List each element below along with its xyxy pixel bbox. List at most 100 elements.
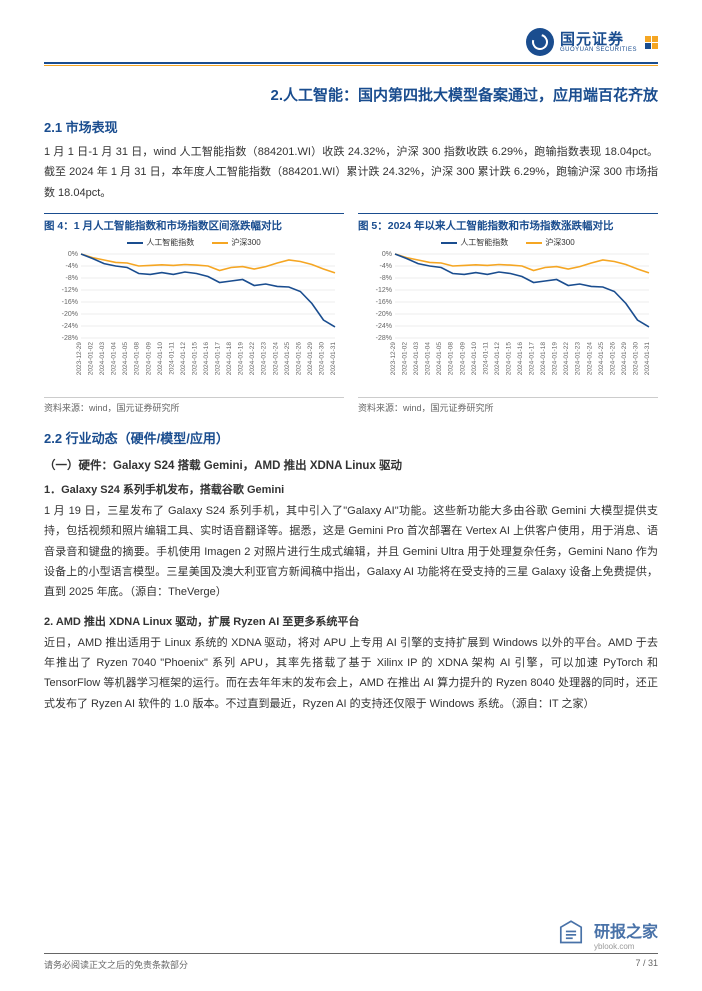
company-logo: 国元证券 GUOYUAN SECURITIES (526, 28, 658, 56)
footer-disclaimer: 请务必阅读正文之后的免责条款部分 (44, 958, 188, 971)
svg-text:2024-01-30: 2024-01-30 (632, 342, 639, 376)
logo-cn: 国元证券 (560, 32, 637, 47)
section-2-title: 2.人工智能：国内第四批大模型备案通过，应用端百花齐放 (44, 84, 658, 105)
chart-5-legend: 人工智能指数 沪深300 (358, 237, 658, 248)
svg-text:2024-01-16: 2024-01-16 (517, 342, 524, 376)
svg-text:2024-01-29: 2024-01-29 (621, 342, 628, 376)
svg-text:-20%: -20% (376, 311, 392, 318)
svg-text:2024-01-10: 2024-01-10 (157, 342, 164, 376)
svg-text:2024-01-12: 2024-01-12 (494, 342, 501, 376)
svg-text:-28%: -28% (62, 335, 78, 342)
svg-text:2024-01-09: 2024-01-09 (145, 342, 152, 376)
svg-text:2024-01-18: 2024-01-18 (226, 342, 233, 376)
svg-text:2024-01-11: 2024-01-11 (168, 342, 175, 375)
header-rule (44, 65, 658, 66)
page-header: 国元证券 GUOYUAN SECURITIES (44, 28, 658, 64)
svg-text:2024-01-19: 2024-01-19 (552, 342, 559, 376)
watermark-cn: 研报之家 (594, 918, 658, 942)
chart-4: 图 4：1 月人工智能指数和市场指数区间涨跌幅对比 人工智能指数 沪深300 0… (44, 213, 344, 414)
item-1-body: 1 月 19 日，三星发布了 Galaxy S24 系列手机，其中引入了"Gal… (44, 501, 658, 603)
section-2-1-title: 2.1 市场表现 (44, 117, 658, 136)
logo-squares-icon (645, 36, 658, 49)
legend-csi-label: 沪深300 (231, 237, 260, 248)
svg-text:-8%: -8% (380, 275, 392, 282)
svg-text:2024-01-24: 2024-01-24 (272, 342, 279, 376)
svg-text:2024-01-31: 2024-01-31 (330, 342, 337, 376)
page-footer: 请务必阅读正文之后的免责条款部分 7 / 31 (44, 953, 658, 971)
svg-text:2024-01-02: 2024-01-02 (402, 342, 409, 376)
svg-text:2024-01-12: 2024-01-12 (180, 342, 187, 376)
item-1-title: 1．Galaxy S24 系列手机发布，搭载谷歌 Gemini (44, 481, 658, 497)
svg-text:-24%: -24% (62, 323, 78, 330)
svg-text:2024-01-04: 2024-01-04 (111, 342, 118, 376)
chart-5-svg: 0% -4% -8% -12% -16% -20% -24% -28%2023-12-29 20… (358, 250, 658, 380)
svg-text:-20%: -20% (62, 311, 78, 318)
svg-text:2024-01-05: 2024-01-05 (436, 342, 443, 376)
svg-text:-28%: -28% (376, 335, 392, 342)
svg-text:2024-01-16: 2024-01-16 (203, 342, 210, 376)
svg-text:-24%: -24% (376, 323, 392, 330)
svg-text:2024-01-15: 2024-01-15 (505, 342, 512, 376)
watermark: 研报之家 yblook.com (554, 917, 658, 951)
svg-text:2024-01-29: 2024-01-29 (307, 342, 314, 376)
legend-ai-line (127, 242, 143, 244)
svg-text:2024-01-08: 2024-01-08 (134, 342, 141, 376)
legend-csi-line (526, 242, 542, 244)
svg-text:2024-01-18: 2024-01-18 (540, 342, 547, 376)
svg-text:-12%: -12% (62, 287, 78, 294)
svg-text:2024-01-10: 2024-01-10 (471, 342, 478, 376)
svg-text:2024-01-22: 2024-01-22 (249, 342, 256, 376)
svg-text:0%: 0% (68, 251, 78, 258)
chart-4-svg: 0% -4% -8% -12% -16% -20% -24% -28%2023-12-29 20… (44, 250, 344, 380)
svg-text:-8%: -8% (66, 275, 78, 282)
svg-text:2024-01-26: 2024-01-26 (609, 342, 616, 376)
svg-text:2024-01-15: 2024-01-15 (191, 342, 198, 376)
chart-4-source: 资料来源：wind，国元证券研究所 (44, 397, 344, 414)
svg-text:2024-01-22: 2024-01-22 (563, 342, 570, 376)
chart-5: 图 5：2024 年以来人工智能指数和市场指数涨跌幅对比 人工智能指数 沪深30… (358, 213, 658, 414)
svg-text:2023-12-29: 2023-12-29 (76, 342, 83, 376)
section-2-2-sub1: （一）硬件：Galaxy S24 搭载 Gemini，AMD 推出 XDNA L… (44, 457, 658, 473)
svg-text:2024-01-30: 2024-01-30 (318, 342, 325, 376)
svg-text:2024-01-23: 2024-01-23 (575, 342, 582, 376)
legend-csi-label: 沪深300 (545, 237, 574, 248)
svg-text:2024-01-23: 2024-01-23 (261, 342, 268, 376)
chart-5-title: 图 5：2024 年以来人工智能指数和市场指数涨跌幅对比 (358, 213, 658, 233)
svg-text:2024-01-04: 2024-01-04 (425, 342, 432, 376)
svg-text:2024-01-24: 2024-01-24 (586, 342, 593, 376)
svg-text:2024-01-17: 2024-01-17 (215, 342, 222, 376)
svg-text:2024-01-05: 2024-01-05 (122, 342, 129, 376)
svg-text:2024-01-03: 2024-01-03 (99, 342, 106, 376)
svg-text:2024-01-17: 2024-01-17 (529, 342, 536, 376)
svg-text:2024-01-11: 2024-01-11 (482, 342, 489, 375)
svg-text:2024-01-02: 2024-01-02 (88, 342, 95, 376)
svg-text:2024-01-31: 2024-01-31 (644, 342, 651, 376)
chart-4-legend: 人工智能指数 沪深300 (44, 237, 344, 248)
svg-text:2023-12-29: 2023-12-29 (390, 342, 397, 376)
footer-pagenum: 7 / 31 (635, 958, 658, 971)
svg-text:2024-01-25: 2024-01-25 (598, 342, 605, 376)
svg-text:2024-01-25: 2024-01-25 (284, 342, 291, 376)
svg-text:-12%: -12% (376, 287, 392, 294)
legend-ai-line (441, 242, 457, 244)
svg-text:2024-01-03: 2024-01-03 (413, 342, 420, 376)
legend-csi-line (212, 242, 228, 244)
svg-text:-16%: -16% (376, 299, 392, 306)
chart-5-source: 资料来源：wind，国元证券研究所 (358, 397, 658, 414)
legend-ai-label: 人工智能指数 (146, 237, 194, 248)
svg-text:0%: 0% (382, 251, 392, 258)
svg-text:-4%: -4% (380, 263, 392, 270)
svg-text:2024-01-09: 2024-01-09 (459, 342, 466, 376)
svg-text:2024-01-19: 2024-01-19 (238, 342, 245, 376)
watermark-en: yblook.com (594, 942, 658, 951)
svg-text:-4%: -4% (66, 263, 78, 270)
section-2-2-title: 2.2 行业动态（硬件/模型/应用） (44, 428, 658, 447)
svg-text:-16%: -16% (62, 299, 78, 306)
svg-text:2024-01-08: 2024-01-08 (448, 342, 455, 376)
charts-row: 图 4：1 月人工智能指数和市场指数区间涨跌幅对比 人工智能指数 沪深300 0… (44, 213, 658, 414)
legend-ai-label: 人工智能指数 (460, 237, 508, 248)
section-2-1-body: 1 月 1 日-1 月 31 日，wind 人工智能指数（884201.WI）收… (44, 142, 658, 203)
svg-text:2024-01-26: 2024-01-26 (295, 342, 302, 376)
chart-4-title: 图 4：1 月人工智能指数和市场指数区间涨跌幅对比 (44, 213, 344, 233)
logo-en: GUOYUAN SECURITIES (560, 47, 637, 53)
